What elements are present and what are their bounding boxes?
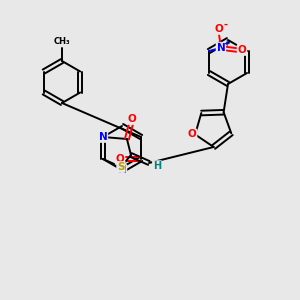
Text: N: N	[118, 165, 126, 175]
Text: O: O	[214, 24, 223, 34]
Text: N: N	[99, 132, 107, 142]
Text: S: S	[117, 162, 125, 172]
Text: O: O	[238, 45, 246, 55]
Text: H: H	[153, 161, 161, 171]
Text: O: O	[188, 130, 197, 140]
Text: -: -	[224, 20, 228, 30]
Text: N: N	[217, 43, 225, 53]
Text: CH₃: CH₃	[54, 37, 70, 46]
Text: O: O	[128, 114, 136, 124]
Text: +: +	[223, 40, 229, 49]
Text: O: O	[116, 154, 124, 164]
